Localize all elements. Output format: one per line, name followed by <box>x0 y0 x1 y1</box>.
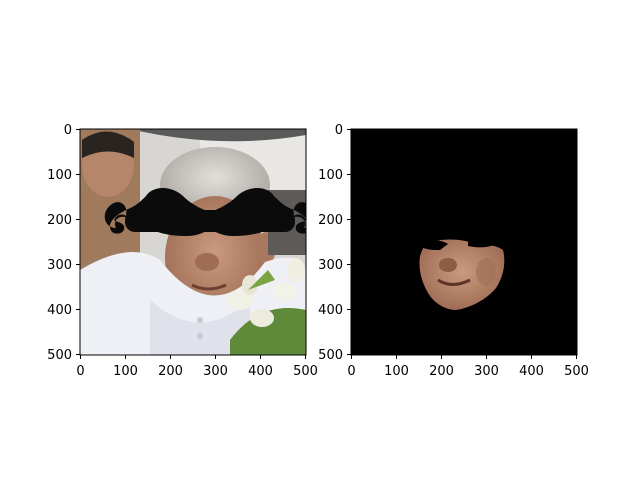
left-x-tick-label: 300 <box>203 364 228 379</box>
flowers <box>226 258 306 355</box>
right-axes-frame <box>350 128 578 356</box>
mustache-overlay <box>104 188 306 236</box>
right-y-tick-label: 500 <box>318 348 343 363</box>
right-y-axis: 0 100 200 300 400 500 <box>318 123 351 363</box>
left-y-tick-label: 300 <box>47 258 72 273</box>
left-x-tick-label: 400 <box>248 364 273 379</box>
right-y-tick-label: 200 <box>318 213 343 228</box>
right-y-tick-label: 300 <box>318 258 343 273</box>
left-y-axis: 0 100 200 300 400 500 <box>47 123 80 363</box>
left-y-tick-label: 100 <box>47 168 72 183</box>
left-axes-frame <box>79 128 307 356</box>
left-y-tick-label: 500 <box>47 348 72 363</box>
right-image-panel: 0 100 200 300 400 500 0 100 200 300 400 … <box>318 123 589 379</box>
left-x-tick-label: 100 <box>113 364 138 379</box>
left-x-tick-label: 0 <box>76 364 84 379</box>
left-x-tick-label: 200 <box>158 364 183 379</box>
left-y-tick-label: 0 <box>64 123 72 138</box>
right-x-tick-label: 300 <box>474 364 499 379</box>
right-x-tick-label: 400 <box>519 364 544 379</box>
left-x-axis: 0 100 200 300 400 500 <box>76 355 318 379</box>
left-photo <box>80 129 306 355</box>
left-image-panel: 0 100 200 300 400 500 0 100 200 300 400 … <box>47 123 318 379</box>
right-x-tick-label: 500 <box>564 364 589 379</box>
segmented-face <box>419 239 505 310</box>
right-x-tick-label: 200 <box>429 364 454 379</box>
right-x-tick-label: 100 <box>384 364 409 379</box>
left-y-tick-label: 400 <box>47 303 72 318</box>
right-x-axis: 0 100 200 300 400 500 <box>347 355 589 379</box>
right-y-tick-label: 100 <box>318 168 343 183</box>
right-y-tick-label: 0 <box>335 123 343 138</box>
right-x-tick-label: 0 <box>347 364 355 379</box>
left-y-tick-label: 200 <box>47 213 72 228</box>
right-mask-image <box>351 129 577 355</box>
right-y-tick-label: 400 <box>318 303 343 318</box>
left-x-tick-label: 500 <box>293 364 318 379</box>
